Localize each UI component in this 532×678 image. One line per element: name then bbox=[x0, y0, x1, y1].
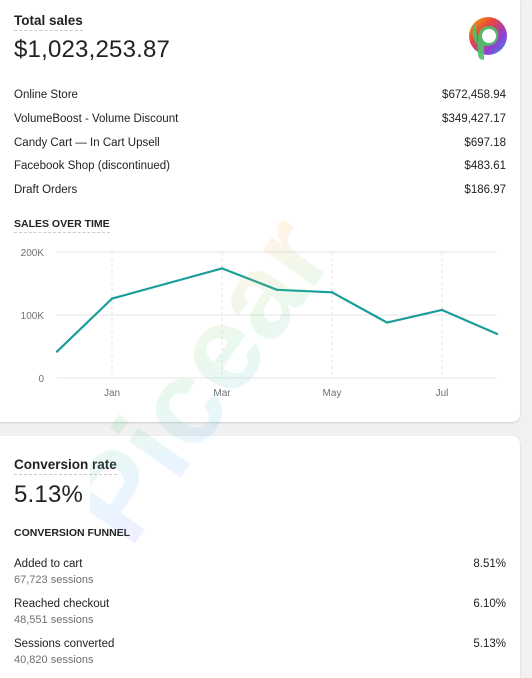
sales-channel-label: Online Store bbox=[14, 89, 78, 101]
y-tick-label: 200K bbox=[21, 248, 45, 259]
sales-channel-value: $186.97 bbox=[464, 184, 506, 196]
total-sales-title[interactable]: Total sales bbox=[14, 13, 83, 31]
x-tick-label: Jan bbox=[104, 388, 120, 399]
sales-data-point bbox=[220, 267, 224, 270]
sales-channel-row: Draft Orders $186.97 bbox=[14, 184, 506, 202]
sales-channel-value: $672,458.94 bbox=[442, 89, 506, 101]
sales-channel-value: $483.61 bbox=[464, 160, 506, 172]
funnel-step-value: 5.13% bbox=[473, 638, 506, 650]
funnel-step-row: Sessions converted 40,820 sessions 5.13% bbox=[14, 638, 506, 674]
funnel-step-sessions: 48,551 sessions bbox=[14, 614, 94, 626]
y-tick-label: 100K bbox=[21, 311, 45, 322]
sales-channel-label: Draft Orders bbox=[14, 184, 78, 196]
sales-channel-value: $697.18 bbox=[464, 137, 506, 149]
sales-data-point bbox=[275, 288, 279, 291]
sales-channel-row: Candy Cart — In Cart Upsell $697.18 bbox=[14, 137, 506, 155]
app-logo-icon bbox=[469, 17, 507, 60]
funnel-step-value: 8.51% bbox=[473, 558, 506, 570]
funnel-step-label: Sessions converted bbox=[14, 638, 115, 650]
sales-channel-label: VolumeBoost - Volume Discount bbox=[14, 113, 179, 125]
sales-chart-svg: 0 100K 200K Jan Mar May Jul bbox=[21, 248, 499, 399]
sales-data-point bbox=[495, 332, 499, 336]
funnel-step-row: Added to cart 67,723 sessions 8.51% bbox=[14, 558, 506, 594]
sales-data-point bbox=[330, 291, 334, 294]
funnel-step-row: Reached checkout 48,551 sessions 6.10% bbox=[14, 598, 506, 634]
sales-data-point bbox=[385, 321, 389, 324]
x-tick-label: May bbox=[323, 388, 342, 399]
funnel-step-label: Reached checkout bbox=[14, 598, 110, 610]
sales-channel-row: Online Store $672,458.94 bbox=[14, 89, 506, 107]
funnel-step-sessions: 67,723 sessions bbox=[14, 574, 94, 586]
sales-data-point bbox=[165, 282, 169, 285]
sales-series-line bbox=[56, 267, 498, 353]
sales-channel-row: VolumeBoost - Volume Discount $349,427.1… bbox=[14, 113, 506, 131]
sales-data-point bbox=[110, 297, 114, 300]
conversion-funnel-heading: CONVERSION FUNNEL bbox=[14, 527, 131, 539]
sales-channel-row: Facebook Shop (discontinued) $483.61 bbox=[14, 160, 506, 178]
total-sales-card: Total sales $1,023,253.87 Online Store $… bbox=[0, 0, 520, 422]
sales-channel-value: $349,427.17 bbox=[442, 113, 506, 125]
conversion-rate-card: Conversion rate 5.13% CONVERSION FUNNEL … bbox=[0, 436, 520, 678]
funnel-step-value: 6.10% bbox=[473, 598, 506, 610]
sales-over-time-heading[interactable]: SALES OVER TIME bbox=[14, 218, 110, 233]
sales-channel-label: Facebook Shop (discontinued) bbox=[14, 160, 170, 172]
sales-channel-label: Candy Cart — In Cart Upsell bbox=[14, 137, 160, 149]
y-tick-label: 0 bbox=[38, 374, 44, 385]
funnel-step-label: Added to cart bbox=[14, 558, 83, 570]
sales-over-time-chart: 0 100K 200K Jan Mar May Jul bbox=[0, 240, 520, 410]
conversion-rate-value: 5.13% bbox=[14, 481, 84, 508]
x-tick-label: Mar bbox=[213, 388, 231, 399]
x-tick-label: Jul bbox=[436, 388, 449, 399]
total-sales-value: $1,023,253.87 bbox=[14, 36, 171, 63]
sales-data-point bbox=[55, 350, 59, 353]
funnel-step-sessions: 40,820 sessions bbox=[14, 654, 94, 666]
conversion-rate-title[interactable]: Conversion rate bbox=[14, 457, 117, 475]
sales-data-point bbox=[440, 308, 444, 312]
